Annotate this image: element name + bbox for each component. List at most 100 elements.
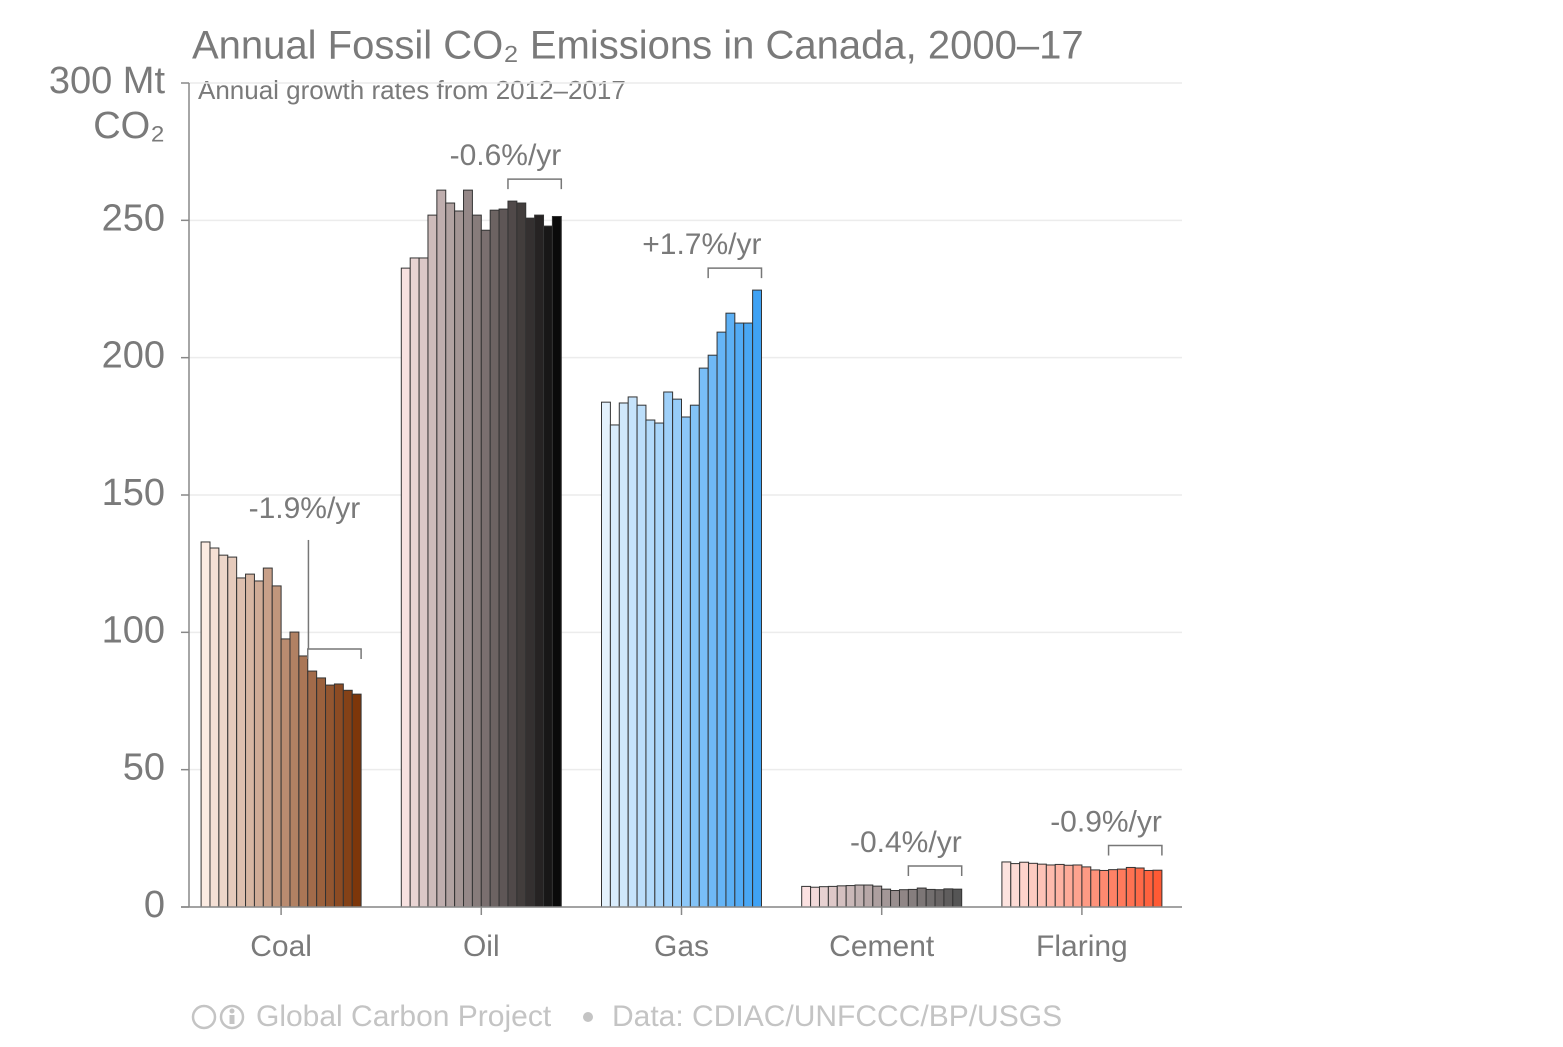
growth-bracket [707,267,763,279]
bar [707,354,718,908]
bar [818,886,829,908]
bar [734,322,745,908]
bar [525,217,536,908]
by-icon [219,1004,245,1030]
bar [743,322,754,908]
bar [534,214,545,908]
x-tick-label: Gas [654,930,709,963]
bar [209,547,220,908]
growth-bracket [307,648,362,660]
bar [725,312,736,908]
bar [1099,869,1110,908]
bar [1028,862,1038,908]
bar [907,888,918,908]
bar [1010,863,1021,908]
bar [200,541,211,908]
bar [333,683,344,908]
bar [1152,869,1163,908]
bar [298,655,309,908]
bar [409,257,420,908]
bar [698,367,709,908]
bar [854,884,865,908]
bar [543,225,553,908]
bar [1045,864,1056,908]
bar [934,889,945,908]
bar [863,884,874,908]
growth-annotation: -0.9%/yr [1050,805,1162,838]
bar [898,889,909,908]
bar [1072,864,1083,908]
bar [618,402,629,908]
growth-annotation: -1.9%/yr [249,492,361,525]
bar [663,391,674,908]
bar [872,885,883,908]
x-tick-label: Coal [250,930,312,963]
bar [1054,863,1065,908]
growth-bracket [507,178,563,190]
bar [516,202,527,908]
footer: Global Carbon Project Data: CDIAC/UNFCCC… [191,1000,1062,1033]
bar [342,689,353,908]
growth-annotation: +1.7%/yr [642,228,761,261]
bar [1108,869,1118,908]
bar [307,670,318,908]
y-tick-label: 100 [102,609,165,651]
bar [1036,863,1047,908]
bar [845,885,856,908]
bar [480,229,491,908]
bar [325,684,335,908]
bar [645,419,656,908]
bar [498,208,509,908]
bar [280,638,291,908]
bar [507,200,518,908]
bar [827,885,838,908]
growth-annotation: -0.4%/yr [850,826,962,859]
bar [881,888,892,908]
bar [1116,868,1127,908]
bar [836,885,847,908]
bar [436,189,447,908]
chart-title: Annual Fossil CO₂ Emissions in Canada, 2… [192,24,1084,68]
bar [716,331,727,908]
bar [471,214,482,908]
bar [801,885,812,908]
bar [445,202,456,908]
footer-credit: Data: CDIAC/UNFCCC/BP/USGS [612,1000,1062,1033]
x-tick-label: Oil [463,930,500,963]
y-tick-label: 0 [144,884,165,926]
growth-annotation: -0.6%/yr [450,139,562,172]
growth-bracket [907,865,963,877]
chart-subtitle: Annual growth rates from 2012–2017 [198,75,626,105]
bar [943,888,954,908]
by-icon-body [229,1015,235,1024]
footer-source: Global Carbon Project [256,1000,552,1033]
bar [245,573,255,908]
bar [601,401,611,908]
bar [752,289,762,908]
bar [463,189,473,908]
bar [681,416,691,908]
bar [689,404,700,908]
bar [427,214,438,908]
bar [489,209,500,908]
bar [551,215,562,908]
bar [890,890,900,908]
by-icon-head [229,1008,235,1014]
bar [609,424,620,908]
bar [218,554,229,908]
growth-bracket [1107,844,1163,856]
bar [1081,866,1092,908]
bar [1001,861,1012,908]
bar [418,257,429,908]
bar [253,580,264,908]
bar [351,693,362,908]
y-tick-label: 150 [102,472,165,514]
bar [1090,869,1101,908]
bar [289,631,300,908]
bar [271,585,282,908]
bar [654,422,665,908]
bar [1125,866,1136,908]
bar [236,577,247,908]
bar [1019,861,1030,908]
